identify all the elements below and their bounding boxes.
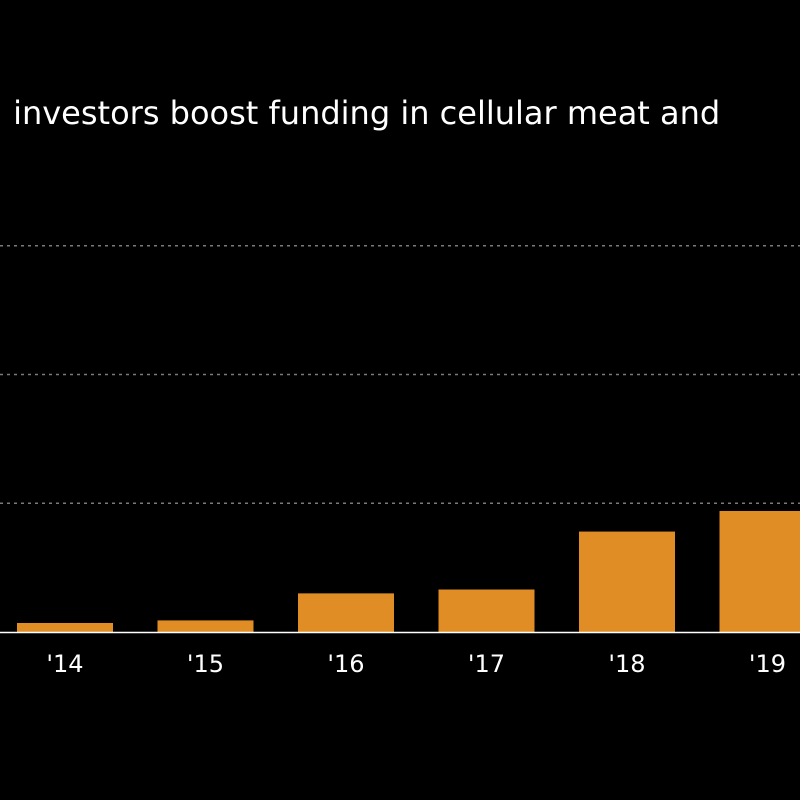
bar-6 <box>719 510 800 632</box>
x-tick-label-6: '19 <box>749 650 786 678</box>
x-tick-label-2: '15 <box>187 650 224 678</box>
bar-4 <box>438 589 535 632</box>
x-tick-label-3: '16 <box>327 650 364 678</box>
chart-title-text: l investors boost funding in cellular me… <box>0 94 721 132</box>
bars <box>17 510 800 632</box>
bar-5 <box>579 531 675 632</box>
x-tick-labels: '14 '15 '16 '17 '18 '19 <box>46 650 786 678</box>
gridlines <box>0 245 800 504</box>
chart-title: l investors boost funding in cellular me… <box>0 88 800 138</box>
x-tick-label-5: '18 <box>608 650 645 678</box>
bar-3 <box>298 593 394 632</box>
bar-2 <box>157 620 254 632</box>
x-tick-label-4: '17 <box>468 650 505 678</box>
bar-1 <box>17 622 113 632</box>
x-tick-label-1: '14 <box>46 650 83 678</box>
